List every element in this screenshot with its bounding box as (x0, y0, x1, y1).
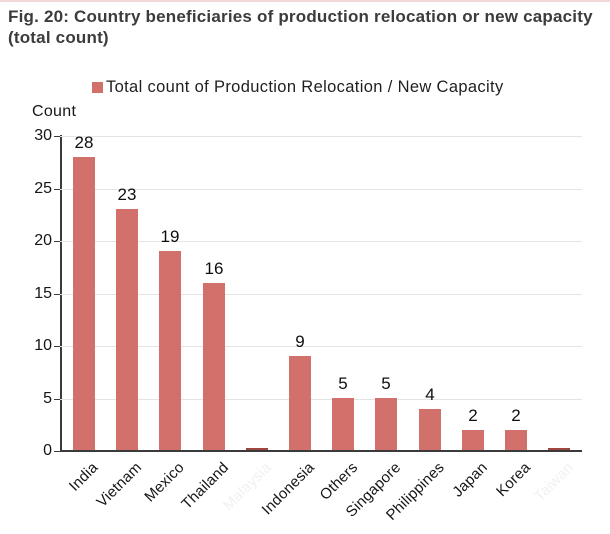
y-gridline (60, 346, 582, 347)
bar-value-label: 23 (117, 185, 137, 204)
y-axis-title: Count (32, 103, 77, 120)
bar-value-label: 4 (425, 385, 435, 404)
bar-value-label: 5 (338, 374, 348, 393)
bar (246, 448, 268, 451)
bar (289, 356, 311, 451)
y-gridline (60, 294, 582, 295)
y-axis-tick-label: 10 (34, 337, 52, 354)
bar (548, 448, 570, 451)
x-axis-label: Japan (449, 459, 492, 501)
figure-title: Fig. 20: Country beneficiaries of produc… (8, 7, 593, 47)
bar (159, 251, 181, 451)
bar-value-label: 28 (74, 133, 94, 152)
top-border-line (0, 0, 610, 2)
bar (73, 157, 95, 451)
bar-value-label: 16 (204, 259, 224, 278)
x-axis-label: Korea (492, 459, 535, 501)
y-axis-tick-label: 25 (34, 180, 52, 197)
y-axis-tick-label: 5 (43, 390, 52, 407)
y-axis-tick (54, 136, 60, 137)
y-gridline (60, 136, 582, 137)
bar (419, 409, 441, 451)
y-axis-tick-label: 30 (34, 127, 52, 144)
y-axis-tick (54, 451, 60, 452)
chart-legend: Total count of Production Relocation / N… (92, 78, 504, 96)
y-axis-tick-label: 0 (43, 442, 52, 459)
y-axis-tick (54, 399, 60, 400)
y-axis-tick-label: 15 (34, 285, 52, 302)
bar (462, 430, 484, 451)
bar (332, 398, 354, 451)
bar-value-label: 2 (468, 406, 478, 425)
bar (203, 283, 225, 451)
bar (375, 398, 397, 451)
bar (505, 430, 527, 451)
bar-value-label: 2 (511, 406, 521, 425)
bar (116, 209, 138, 451)
x-axis-label: Vietnam (93, 459, 146, 511)
y-axis-line (60, 135, 62, 452)
x-axis-label-ghost: Taiwan (531, 459, 578, 505)
legend-color-swatch-icon (92, 81, 103, 93)
bar-value-label: 9 (295, 332, 305, 351)
y-axis-tick (54, 241, 60, 242)
x-axis-label: India (66, 459, 103, 495)
y-axis-tick-label: 20 (34, 232, 52, 249)
bar-value-label: 5 (381, 374, 391, 393)
y-gridline (60, 189, 582, 190)
y-axis-tick (54, 346, 60, 347)
legend-series-label: Total count of Production Relocation / N… (106, 77, 504, 96)
x-axis-line (60, 450, 582, 452)
y-axis-tick (54, 294, 60, 295)
bar-value-label: 19 (160, 227, 180, 246)
y-gridline (60, 399, 582, 400)
y-gridline (60, 241, 582, 242)
y-axis-tick (54, 189, 60, 190)
